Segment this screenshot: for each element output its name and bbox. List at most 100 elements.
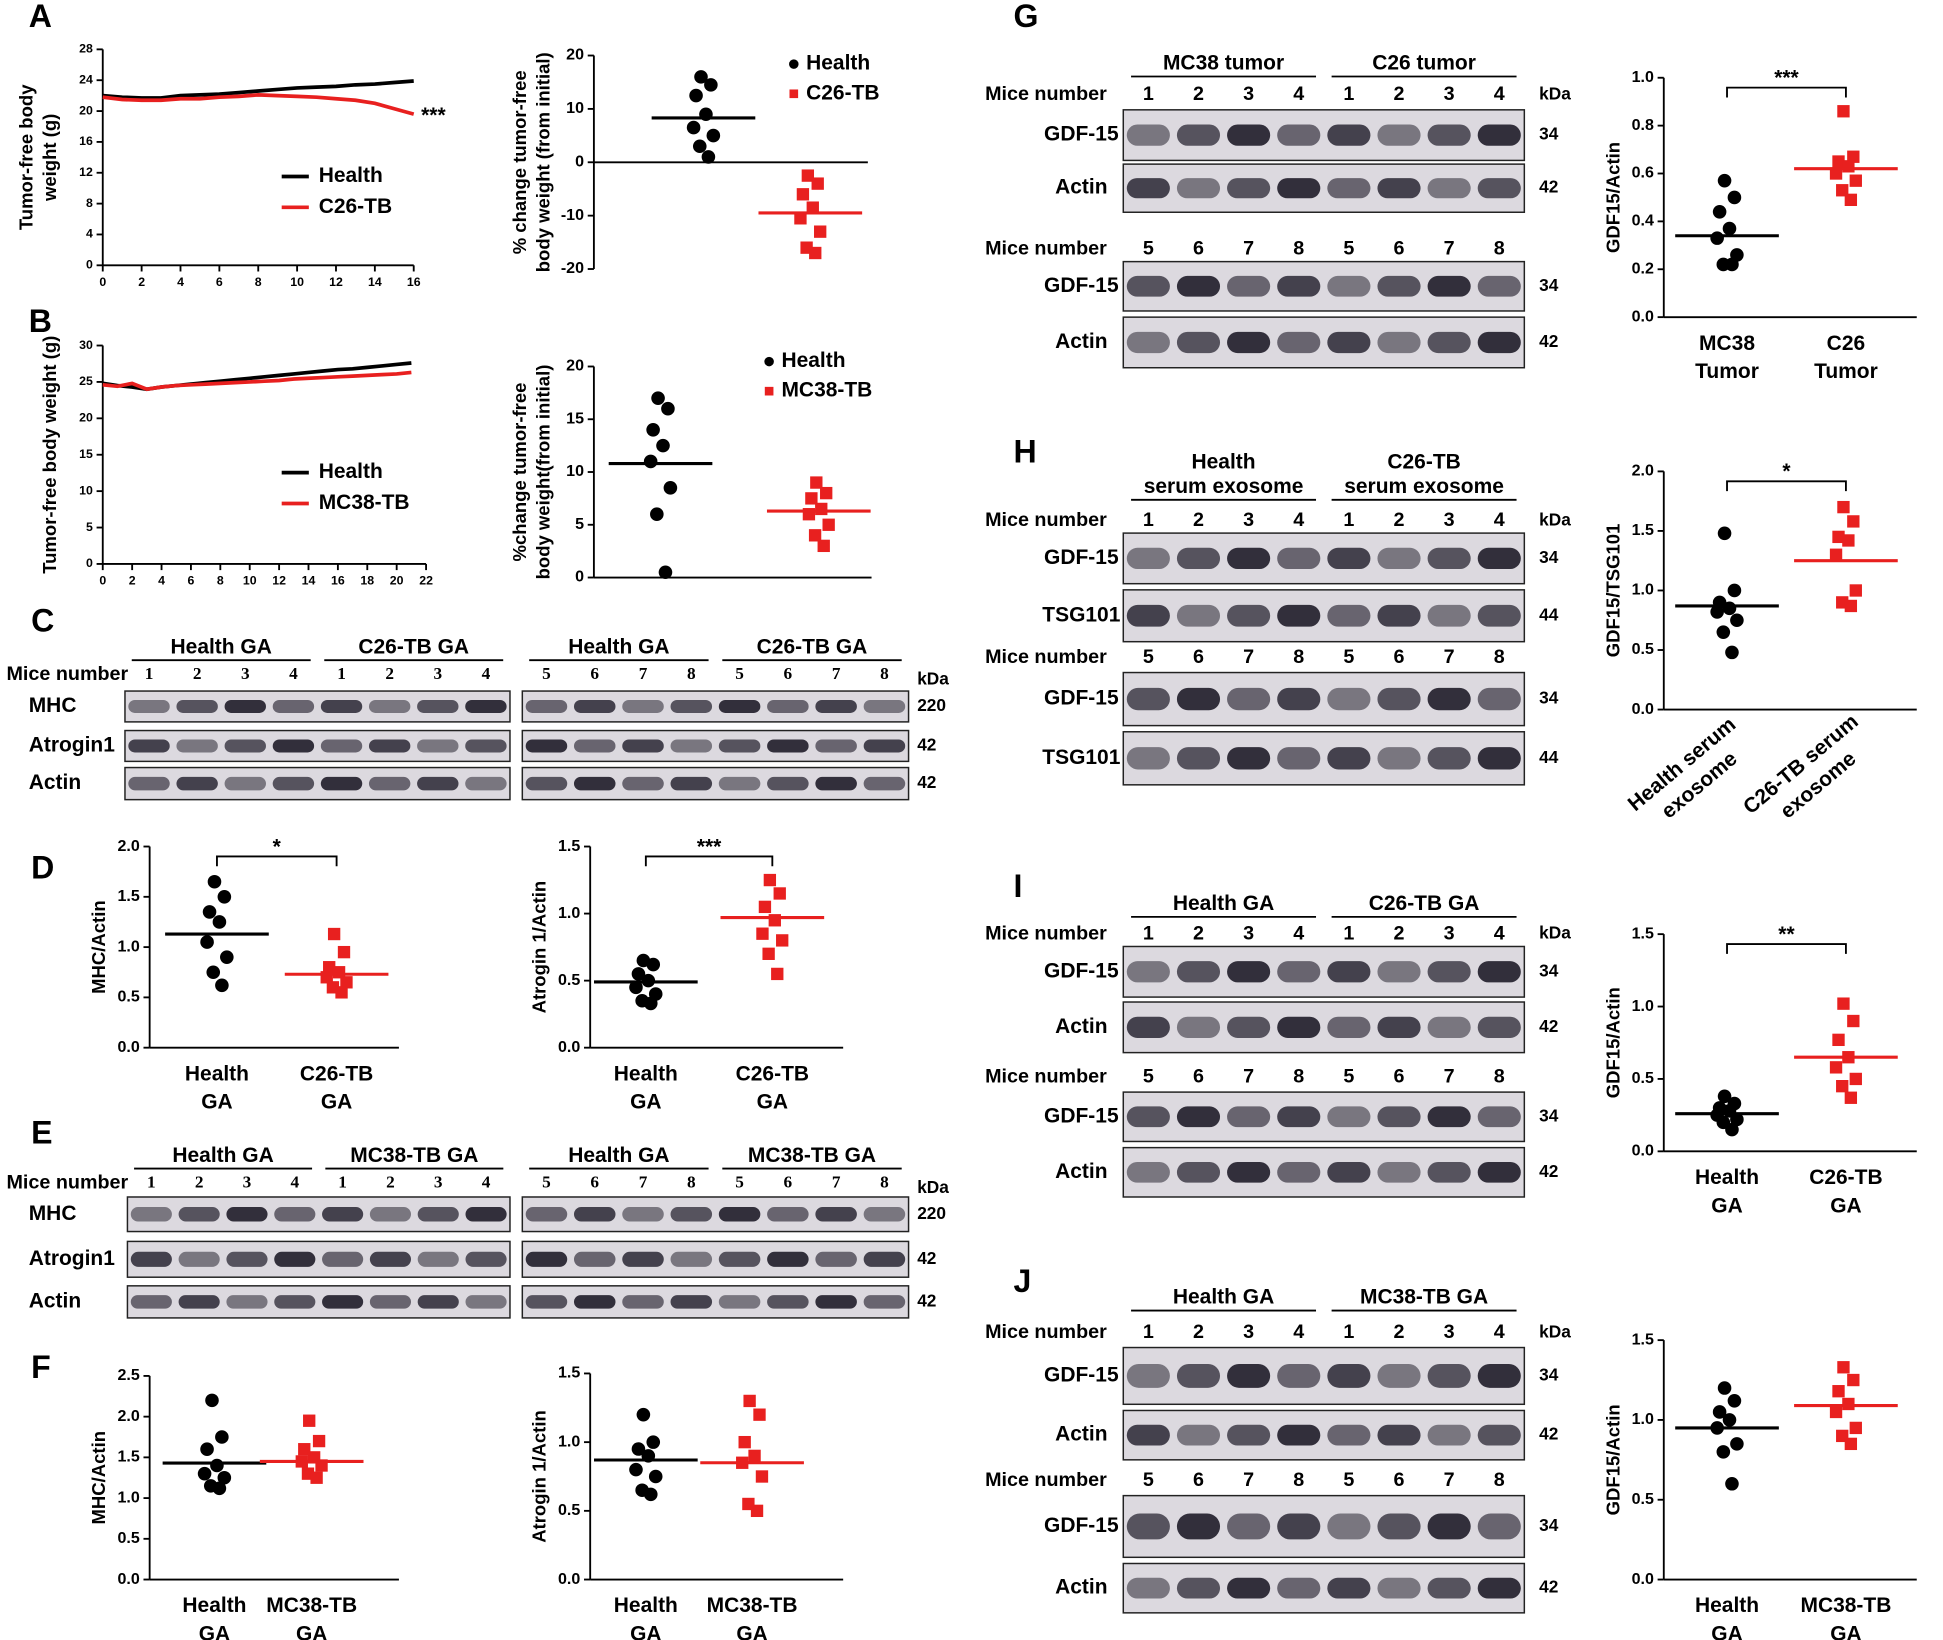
- blot-band: [1227, 124, 1271, 146]
- mice-label: Mice number: [985, 922, 1107, 944]
- mice-label: Mice number: [985, 1321, 1107, 1343]
- lane-number: 4: [482, 664, 491, 683]
- data-point: [1722, 1413, 1737, 1427]
- blot-band: [1427, 604, 1471, 627]
- kda-value: 42: [917, 772, 936, 792]
- lane-number: 4: [1494, 83, 1505, 105]
- data-point: [748, 1449, 761, 1463]
- legend-label: C26-TB: [806, 81, 879, 104]
- x-tick-label: GA: [296, 1623, 327, 1640]
- data-point: [814, 225, 827, 238]
- lane-number: 1: [1343, 922, 1354, 944]
- blot-band: [1176, 1513, 1221, 1540]
- lane-number: 7: [1444, 646, 1455, 668]
- y-tick-label: -10: [561, 206, 584, 224]
- y-tick-label: 20: [566, 357, 584, 375]
- blot-band: [1277, 1161, 1321, 1183]
- blot-band: [1477, 961, 1521, 983]
- blot-band: [1477, 331, 1521, 354]
- y-axis-label: GDF15/Actin: [1602, 142, 1623, 253]
- blot-band: [1277, 1424, 1321, 1446]
- blot-band: [525, 1251, 568, 1267]
- data-point: [701, 150, 716, 164]
- row-label: Actin: [29, 1289, 81, 1312]
- blot-band: [226, 1251, 268, 1267]
- lane-number: 7: [1243, 1469, 1254, 1491]
- blot-band: [573, 1295, 616, 1309]
- data-point: [1847, 1014, 1860, 1028]
- lane-number: 6: [590, 664, 599, 683]
- y-tick-label: 0.5: [117, 1529, 139, 1547]
- lane-number: 7: [1444, 237, 1455, 259]
- blot-band: [320, 776, 363, 791]
- mice-label: Mice number: [985, 1469, 1107, 1491]
- blot-band: [1227, 604, 1271, 627]
- y-tick-label: 24: [79, 72, 93, 86]
- blot-band: [1427, 1161, 1471, 1183]
- lane-number: 6: [1193, 237, 1204, 259]
- lane-number: 6: [1193, 1469, 1204, 1491]
- blot-band: [274, 1207, 316, 1222]
- data-point: [303, 1414, 316, 1427]
- blot-band: [670, 1251, 713, 1267]
- blot-band: [1126, 331, 1170, 354]
- x-tick-label: GA: [199, 1623, 230, 1640]
- blot-band: [670, 739, 713, 753]
- blot-band: [1377, 1577, 1421, 1599]
- lane-number: 1: [1343, 1321, 1354, 1343]
- y-tick-label: 0.5: [558, 971, 580, 989]
- data-point: [1844, 1091, 1858, 1104]
- y-tick-label: 28: [79, 42, 93, 56]
- row-label: GDF-15: [1044, 1363, 1119, 1386]
- lane-number: 1: [1143, 83, 1154, 105]
- x-tick-label: 14: [368, 275, 382, 289]
- data-point: [694, 70, 708, 84]
- blot-band: [525, 776, 568, 791]
- lane-number: 3: [1243, 1321, 1254, 1343]
- blot-band: [670, 776, 713, 791]
- blot-band: [1427, 331, 1471, 354]
- data-point: [210, 1458, 224, 1473]
- blot-band: [863, 1207, 906, 1222]
- blot-band: [573, 739, 616, 753]
- y-tick-label: 0.5: [1632, 640, 1654, 658]
- blot-band: [1327, 747, 1371, 770]
- y-axis-label: Tumor-free body: [15, 84, 36, 230]
- row-label: Actin: [1055, 1576, 1107, 1599]
- data-point: [743, 1394, 756, 1408]
- kda-value: 220: [917, 695, 946, 715]
- y-tick-label: 0.5: [558, 1501, 580, 1519]
- blot-band: [369, 1207, 411, 1222]
- row-label: GDF-15: [1044, 959, 1119, 982]
- blot-band: [1277, 178, 1321, 199]
- lane-number: 2: [1394, 1321, 1405, 1343]
- x-tick-label: GA: [201, 1091, 232, 1114]
- data-point: [1849, 1072, 1862, 1086]
- lane-number: 6: [1193, 646, 1204, 668]
- blot-band: [272, 699, 315, 713]
- blot-band: [1377, 178, 1421, 199]
- data-point: [794, 212, 807, 225]
- data-point: [1722, 601, 1737, 616]
- y-tick-label: 15: [566, 409, 584, 427]
- x-tick-label: MC38-TB: [266, 1594, 357, 1617]
- data-point: [220, 950, 234, 964]
- lane-number: 1: [1143, 509, 1154, 531]
- data-point: [212, 915, 227, 929]
- blot-band: [767, 776, 809, 791]
- y-tick-label: 2.0: [117, 1407, 139, 1425]
- blot-band: [1126, 1577, 1170, 1599]
- y-tick-label: 0.5: [1632, 1490, 1654, 1508]
- row-label: MHC: [29, 1202, 77, 1225]
- data-point: [806, 201, 819, 214]
- data-point: [298, 1443, 311, 1456]
- blot-band: [1176, 1577, 1221, 1599]
- lane-number: 3: [1243, 922, 1254, 944]
- data-point: [1717, 1381, 1732, 1395]
- data-point: [1832, 155, 1845, 168]
- y-axis-label: weight (g): [39, 114, 60, 202]
- blot-band: [1227, 687, 1271, 711]
- x-tick-label: Health: [182, 1594, 246, 1617]
- panel-letter: D: [31, 849, 54, 885]
- y-tick-label: 1.0: [1632, 68, 1654, 86]
